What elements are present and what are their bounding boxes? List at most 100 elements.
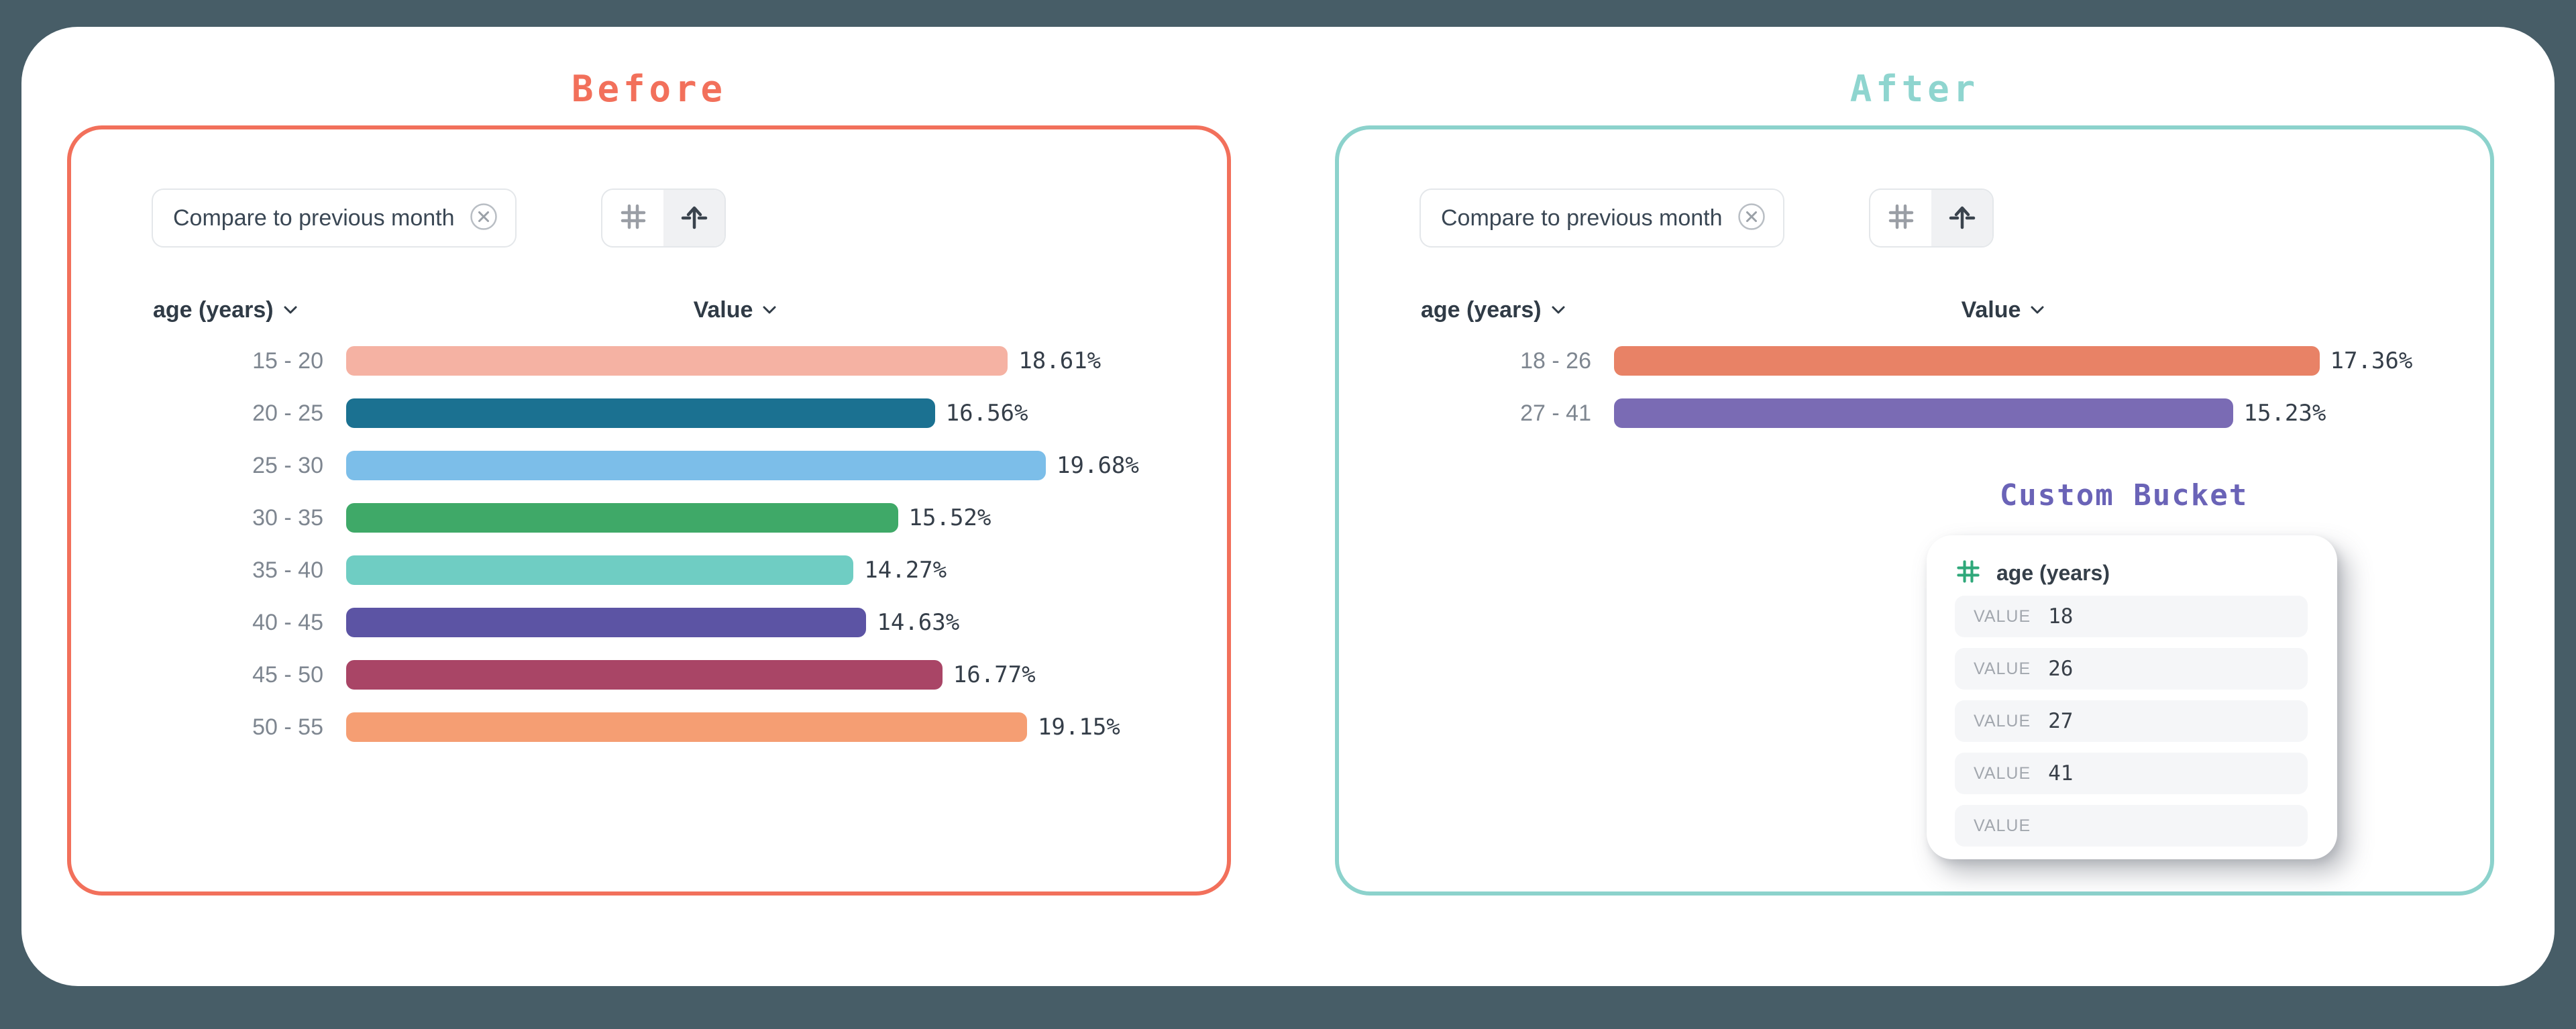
- bar-row: 35 - 40 14.27%: [71, 544, 1227, 596]
- remove-filter-icon[interactable]: [470, 203, 498, 234]
- bar-track: 19.68%: [346, 451, 1227, 480]
- bar: [346, 608, 867, 637]
- bar-value-label: 19.68%: [1057, 452, 1139, 479]
- bar-value-label: 14.63%: [877, 609, 960, 636]
- bar-track: 16.77%: [346, 660, 1227, 690]
- hash-icon: [1955, 558, 1982, 588]
- bar-category-label: 35 - 40: [252, 557, 323, 583]
- bar: [346, 398, 935, 428]
- chevron-down-icon: [763, 306, 776, 314]
- bar-row: 27 - 41 15.23%: [1339, 387, 2490, 439]
- bar: [346, 660, 943, 690]
- bar-category-label: 45 - 50: [252, 661, 323, 688]
- bar-track: 17.36%: [1614, 346, 2490, 376]
- bar-category-label: 20 - 25: [252, 400, 323, 426]
- bar-row: 18 - 26 17.36%: [1339, 335, 2490, 387]
- bar-track: 14.63%: [346, 608, 1227, 637]
- bar: [346, 555, 854, 585]
- after-title: After: [1849, 68, 1980, 110]
- bar-row: 45 - 50 16.77%: [71, 649, 1227, 701]
- bar: [1614, 346, 2320, 376]
- bucket-value-input[interactable]: VALUE 41: [1955, 753, 2308, 794]
- sort-ascending-button[interactable]: [663, 190, 724, 246]
- dimension-column-header[interactable]: age (years): [153, 294, 298, 325]
- bar: [346, 712, 1027, 742]
- bar-track: 15.23%: [1614, 398, 2490, 428]
- remove-filter-icon[interactable]: [1737, 203, 1766, 234]
- bar: [346, 346, 1008, 376]
- compare-filter-label: Compare to previous month: [173, 205, 455, 231]
- measure-column-header[interactable]: Value: [500, 294, 970, 325]
- bar-category-label: 30 - 35: [252, 504, 323, 531]
- bar-value-label: 16.56%: [945, 400, 1028, 427]
- chevron-down-icon: [1552, 306, 1565, 314]
- bar-row: 25 - 30 19.68%: [71, 439, 1227, 492]
- bar-value-label: 15.52%: [908, 504, 991, 531]
- bar: [346, 503, 898, 533]
- before-title: Before: [571, 68, 727, 110]
- number-format-button[interactable]: [1870, 190, 1931, 246]
- custom-bucket-card: age (years) VALUE 18 VALUE 26 VALUE 27 VALUE 41…: [1927, 535, 2337, 859]
- hash-icon: [619, 202, 648, 235]
- custom-bucket-header: age (years): [1955, 553, 2308, 593]
- bucket-value-input-label: VALUE: [1974, 606, 2031, 626]
- bar-value-label: 19.15%: [1037, 714, 1120, 741]
- bar-category-label: 18 - 26: [1520, 347, 1591, 374]
- bar-value-label: 14.27%: [864, 557, 947, 584]
- display-mode-toolbar: [601, 188, 726, 248]
- compare-filter-chip[interactable]: Compare to previous month: [152, 188, 517, 248]
- dimension-column-header[interactable]: age (years): [1421, 294, 1566, 325]
- number-format-button[interactable]: [602, 190, 663, 246]
- sort-ascending-button[interactable]: [1931, 190, 1992, 246]
- bucket-value-input-label: VALUE: [1974, 659, 2031, 678]
- measure-column-header[interactable]: Value: [1768, 294, 2238, 325]
- before-bar-chart: 15 - 20 18.61% 20 - 25 16.56% 25 - 30 19.68% 3…: [71, 335, 1227, 753]
- bar-track: 19.15%: [346, 712, 1227, 742]
- custom-bucket-title: Custom Bucket: [1999, 478, 2249, 512]
- bucket-value-input-value: 27: [2048, 709, 2074, 733]
- compare-filter-chip[interactable]: Compare to previous month: [1419, 188, 1784, 248]
- dimension-header-label: age (years): [1421, 296, 1542, 323]
- chevron-down-icon: [284, 306, 297, 314]
- bucket-value-input-value: 41: [2048, 761, 2074, 786]
- bar-value-label: 16.77%: [953, 661, 1036, 688]
- chevron-down-icon: [2031, 306, 2044, 314]
- bucket-value-input[interactable]: VALUE 18: [1955, 596, 2308, 637]
- bar-category-label: 15 - 20: [252, 347, 323, 374]
- bar-row: 40 - 45 14.63%: [71, 596, 1227, 649]
- bucket-rows: VALUE 18 VALUE 26 VALUE 27 VALUE 41 VALUE: [1955, 596, 2308, 847]
- bar-value-label: 18.61%: [1018, 347, 1102, 374]
- bucket-field-label: age (years): [1996, 560, 2110, 585]
- bar-category-label: 40 - 45: [252, 609, 323, 635]
- bucket-value-input-label: VALUE: [1974, 816, 2031, 835]
- bucket-value-input[interactable]: VALUE 27: [1955, 700, 2308, 742]
- bar-row: 30 - 35 15.52%: [71, 492, 1227, 544]
- measure-header-label: Value: [693, 296, 753, 323]
- bucket-value-input-label: VALUE: [1974, 711, 2031, 730]
- bar: [346, 451, 1046, 480]
- bucket-value-input-value: 18: [2048, 604, 2074, 629]
- bucket-value-input[interactable]: VALUE: [1955, 805, 2308, 847]
- bar-category-label: 27 - 41: [1520, 400, 1591, 426]
- bar-category-label: 25 - 30: [252, 452, 323, 478]
- bar-row: 15 - 20 18.61%: [71, 335, 1227, 387]
- dimension-header-label: age (years): [153, 296, 274, 323]
- app-card: Before After Compare to previous month: [21, 27, 2555, 986]
- bar-track: 15.52%: [346, 503, 1227, 533]
- bar-track: 16.56%: [346, 398, 1227, 428]
- compare-filter-label: Compare to previous month: [1441, 205, 1723, 231]
- bar-value-label: 17.36%: [2330, 347, 2413, 374]
- bar-row: 50 - 55 19.15%: [71, 701, 1227, 753]
- bar-row: 20 - 25 16.56%: [71, 387, 1227, 439]
- bucket-value-input[interactable]: VALUE 26: [1955, 648, 2308, 690]
- after-panel: Compare to previous month: [1335, 125, 2494, 896]
- bar-track: 18.61%: [346, 346, 1227, 376]
- bar-track: 14.27%: [346, 555, 1227, 585]
- bar-value-label: 15.23%: [2243, 400, 2326, 427]
- arrow-up-sort-icon: [680, 202, 709, 235]
- display-mode-toolbar: [1869, 188, 1994, 248]
- bucket-value-input-label: VALUE: [1974, 763, 2031, 783]
- bar: [1614, 398, 2233, 428]
- bucket-value-input-value: 26: [2048, 657, 2074, 681]
- measure-header-label: Value: [1961, 296, 2021, 323]
